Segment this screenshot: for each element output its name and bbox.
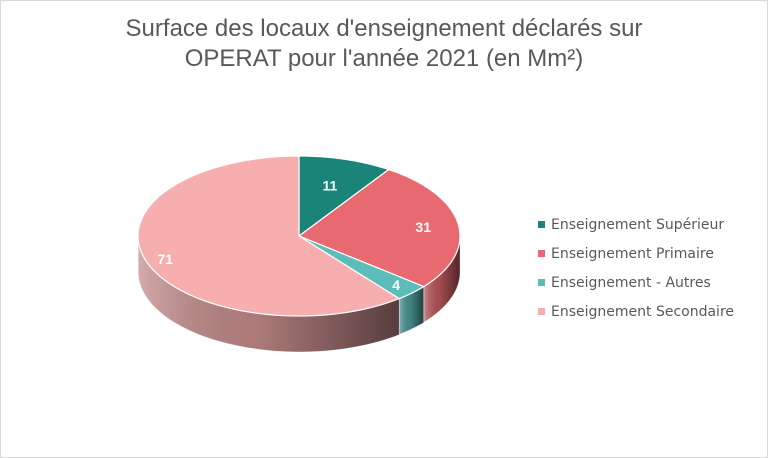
legend-swatch-primaire: [538, 250, 545, 257]
legend-item-primaire: Enseignement Primaire: [538, 239, 734, 268]
legend-label-primaire: Enseignement Primaire: [551, 245, 714, 262]
legend: Enseignement Supérieur Enseignement Prim…: [538, 210, 734, 326]
pie-side-shade-secondaire: [138, 236, 400, 352]
legend-label-secondaire: Enseignement Secondaire: [551, 303, 735, 320]
pie-slice-superieur: [298, 155, 390, 238]
legend-swatch-superieur: [538, 221, 545, 228]
data-label-autres: 4: [392, 277, 400, 293]
pie-slice-autres: [298, 235, 426, 300]
legend-item-superieur: Enseignement Supérieur: [538, 210, 734, 239]
pie-side-shade-primaire: [423, 236, 460, 323]
pie-slice-primaire: [297, 168, 461, 288]
pie-data-labels: 11 31 4 71: [157, 178, 431, 294]
chart-title: Surface des locaux d'enseignement déclar…: [0, 14, 768, 74]
legend-swatch-secondaire: [538, 308, 545, 315]
legend-label-superieur: Enseignement Supérieur: [551, 216, 725, 233]
legend-item-secondaire: Enseignement Secondaire: [538, 297, 734, 326]
chart-title-line-2: OPERAT pour l'année 2021 (en Mm²): [184, 45, 584, 72]
pie-top-faces: [137, 155, 461, 317]
data-label-superieur: 11: [322, 178, 337, 194]
legend-item-autres: Enseignement - Autres: [538, 268, 734, 297]
chart-title-line-1: Surface des locaux d'enseignement déclar…: [125, 15, 643, 42]
data-label-primaire: 31: [415, 219, 431, 235]
pie-slice-secondaire: [137, 155, 401, 317]
pie-side-shade-autres: [399, 286, 424, 335]
legend-swatch-autres: [538, 279, 545, 286]
legend-label-autres: Enseignement - Autres: [551, 274, 711, 291]
data-label-secondaire: 71: [157, 251, 173, 267]
